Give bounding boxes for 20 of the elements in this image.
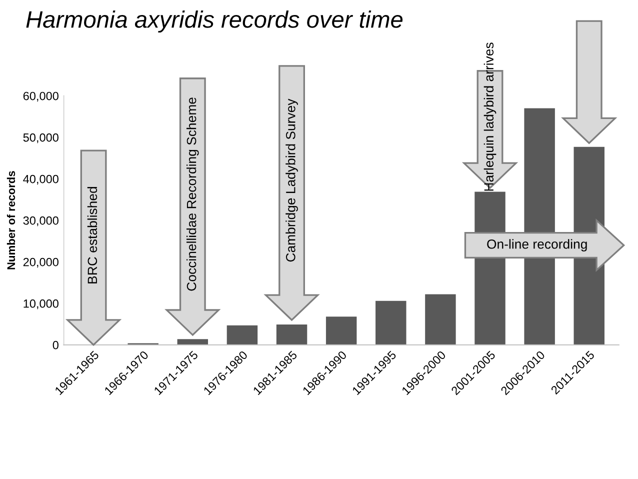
bar xyxy=(226,325,258,345)
y-tick-label: 60,000 xyxy=(23,92,58,102)
y-axis-title: Number of records xyxy=(6,171,16,270)
y-tick-label: 10,000 xyxy=(24,299,58,310)
annotation: On-line recording xyxy=(487,239,587,252)
chart-title: Harmonia axyridis records over time xyxy=(26,10,403,33)
annotation: Coccinellidae Recording Scheme xyxy=(186,98,199,291)
annotation: Harlequin ladybird arrives xyxy=(484,42,496,191)
y-tick-label: 40,000 xyxy=(23,174,58,185)
y-tick-label: 50,000 xyxy=(23,133,58,144)
bar xyxy=(376,300,406,345)
annotation: Cambridge Ladybird Survey xyxy=(286,98,298,262)
annotation: BRC established xyxy=(87,186,98,284)
bar xyxy=(425,294,456,345)
bar xyxy=(276,324,308,345)
y-tick-label: 30,000 xyxy=(23,216,58,226)
y-tick-label: 0 xyxy=(52,340,58,350)
y-tick-label: 20,000 xyxy=(23,258,58,268)
bar xyxy=(177,339,208,345)
bar xyxy=(326,316,357,345)
